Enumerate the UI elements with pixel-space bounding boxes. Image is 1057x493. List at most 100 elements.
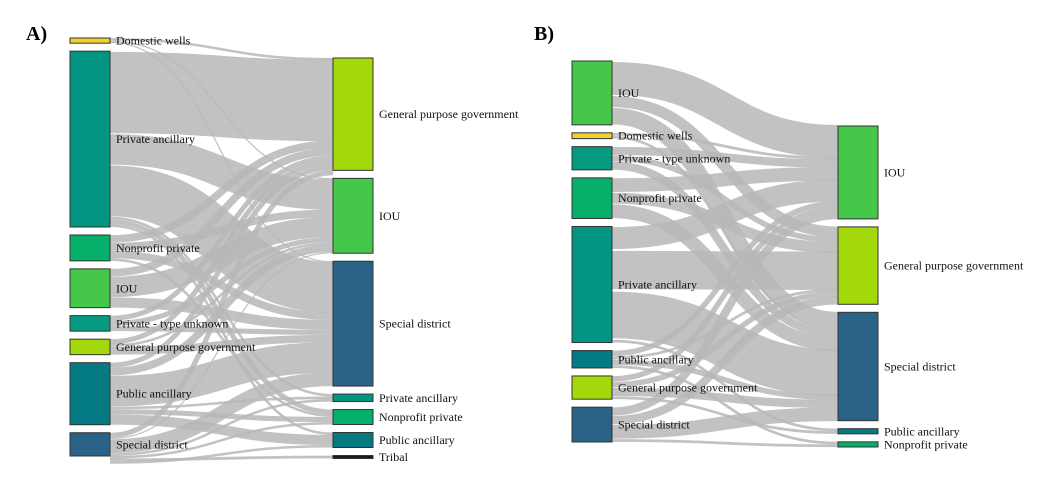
panel-a-link-private-ancillary-to-iou — [109, 134, 334, 210]
panel-a-link-public-ancillary-to-general-purpose-government — [109, 165, 334, 368]
panel-a-link-private-type-unknown-to-iou — [109, 236, 334, 326]
panel-a-link-iou-to-general-purpose-government — [109, 147, 334, 277]
panel-a: A) Domestic wells Private ancillary Nonpro… — [26, 23, 519, 464]
panel-b-link-public-ancillary-to-general-purpose-government — [611, 288, 839, 360]
panel-b-link-private-ancillary-to-iou — [611, 179, 839, 250]
panel-a-link-public-ancillary-to-special-district — [109, 342, 334, 407]
panel-a-link-general-purpose-government-to-general-purpose-government — [109, 160, 334, 345]
panel-b-link-private-ancillary-to-special-district — [611, 291, 839, 397]
panel-a-source-node-public-ancillary — [69, 362, 111, 426]
panel-a-link-private-ancillary-to-general-purpose-government — [109, 51, 334, 142]
panel-b-source-label-iou: IOU — [618, 86, 640, 100]
panel-b-source-label-private-type-unknown: Private - type unknown — [618, 151, 730, 165]
panel-b-link-domestic-wells-to-iou — [611, 132, 839, 160]
panel-b-target-node-nonprofit-private — [837, 441, 879, 448]
panel-b-source-node-public-ancillary — [571, 350, 613, 369]
panel-b-link-special-district-to-iou — [611, 210, 839, 416]
panel-b-link-private-type-unknown-to-iou — [611, 146, 839, 168]
panel-a-source-node-special-district — [69, 432, 111, 457]
panel-a-link-special-district-to-nonprofit-private — [109, 422, 334, 459]
panel-a-link-nonprofit-private-to-general-purpose-government — [109, 140, 334, 243]
panel-a-target-node-iou — [332, 177, 374, 254]
panel-a-link-public-ancillary-to-private-ancillary — [109, 396, 334, 410]
panel-a-source-node-nonprofit-private — [69, 234, 111, 262]
panel-a-target-node-tribal — [332, 455, 374, 459]
panel-b-target-node-public-ancillary — [837, 428, 879, 435]
panel-a-source-label-public-ancillary: Public ancillary — [116, 387, 192, 401]
panel-a-target-node-private-ancillary — [332, 393, 374, 403]
panel-a-target-label-tribal: Tribal — [379, 450, 409, 464]
panel-b-link-private-type-unknown-to-special-district — [611, 161, 839, 339]
panel-b-link-public-ancillary-to-iou — [611, 200, 839, 357]
panel-a-source-node-private-ancillary — [69, 50, 111, 228]
panel-b-link-general-purpose-government-to-general-purpose-government — [611, 291, 839, 388]
panel-a-link-general-purpose-government-to-iou — [109, 241, 334, 347]
panel-b-source-node-general-purpose-government — [571, 375, 613, 400]
panel-a-target-node-public-ancillary — [332, 432, 374, 448]
panel-a-source-label-private-ancillary: Private ancillary — [116, 132, 195, 146]
panel-b-target-label-special-district: Special district — [884, 359, 956, 373]
panel-b-target-node-general-purpose-government — [837, 226, 879, 305]
panel-a-link-special-district-to-special-district — [109, 372, 334, 454]
panel-b-source-node-iou — [571, 60, 613, 126]
panel-a-link-special-district-to-general-purpose-government — [109, 170, 334, 438]
panel-a-link-private-type-unknown-to-special-district — [109, 326, 334, 335]
panel-b-link-private-type-unknown-to-general-purpose-government — [611, 155, 839, 243]
panel-b-source-node-special-district — [571, 406, 613, 443]
panel-b-source-label-general-purpose-government: General purpose government — [618, 381, 758, 395]
panel-b-link-nonprofit-private-to-iou — [611, 166, 839, 192]
panel-b-link-iou-to-iou — [611, 61, 839, 158]
panel-a-links — [109, 38, 334, 464]
panel-b-link-public-ancillary-to-special-district — [611, 359, 839, 401]
panel-a-source-label-iou: IOU — [116, 281, 138, 295]
panel-a-link-public-ancillary-to-public-ancillary — [109, 414, 334, 446]
panel-a-source-label-special-district: Special district — [116, 437, 188, 451]
panel-a-source-label-general-purpose-government: General purpose government — [116, 340, 256, 354]
panel-a-target-node-general-purpose-government — [332, 57, 374, 171]
panel-b-source-label-public-ancillary: Public ancillary — [618, 352, 694, 366]
panel-a-target-label-iou: IOU — [379, 209, 401, 223]
panel-b-source-label-domestic-wells: Domestic wells — [618, 129, 693, 143]
panel-b-link-general-purpose-government-to-special-district — [611, 387, 839, 409]
panel-b-source-node-private-type-unknown — [571, 146, 613, 171]
panel-a-link-domestic-wells-to-general-purpose-government — [109, 38, 334, 61]
panel-a-link-special-district-to-public-ancillary — [109, 444, 334, 464]
panel-a-target-node-nonprofit-private — [332, 409, 374, 426]
panel-a-link-private-type-unknown-to-general-purpose-government — [109, 155, 334, 321]
panel-a-link-special-district-to-iou — [109, 251, 334, 440]
panel-a-source-label-nonprofit-private: Nonprofit private — [116, 241, 200, 255]
panel-b-source-node-domestic-wells — [571, 132, 613, 140]
panel-a-source-node-iou — [69, 268, 111, 309]
panel-b-link-private-ancillary-to-general-purpose-government — [611, 250, 839, 290]
panel-b-link-domestic-wells-to-special-district — [611, 135, 839, 331]
panel-a-source-node-domestic-wells — [69, 37, 111, 44]
panel-a-target-label-public-ancillary: Public ancillary — [379, 433, 455, 447]
panel-a-target-label-special-district: Special district — [379, 317, 451, 331]
panel-b-label: B) — [534, 23, 554, 45]
panel-a-link-nonprofit-private-to-iou — [109, 209, 334, 251]
panel-b-source-label-nonprofit-private: Nonprofit private — [618, 191, 702, 205]
panel-b-target-label-public-ancillary: Public ancillary — [884, 424, 960, 438]
panel-b-link-special-district-to-nonprofit-private — [611, 439, 839, 448]
panel-b-source-label-special-district: Special district — [618, 418, 690, 432]
panel-a-source-label-private-type-unknown: Private - type unknown — [116, 316, 228, 330]
panel-b: B) IOU Domestic wells Private - type unkno… — [534, 23, 1024, 451]
panel-b-link-special-district-to-general-purpose-government — [611, 296, 839, 425]
panel-a-link-nonprofit-private-to-special-district — [109, 250, 334, 320]
panel-a-source-label-domestic-wells: Domestic wells — [116, 34, 191, 48]
panel-a-target-label-private-ancillary: Private ancillary — [379, 391, 458, 405]
panel-a-link-special-district-to-tribal — [109, 455, 334, 462]
panel-b-link-general-purpose-government-to-iou — [611, 205, 839, 382]
panel-b-source-label-private-ancillary: Private ancillary — [618, 278, 697, 292]
panel-a-label: A) — [26, 23, 47, 45]
panel-b-target-node-special-district — [837, 311, 879, 422]
panel-b-nodes: IOU Domestic wells Private - type unknown N… — [571, 60, 1024, 451]
panel-b-source-node-nonprofit-private — [571, 177, 613, 219]
panel-b-link-special-district-to-special-district — [611, 407, 839, 439]
panel-a-target-node-special-district — [332, 260, 374, 387]
panel-a-target-label-general-purpose-government: General purpose government — [379, 107, 519, 121]
panel-b-links — [611, 61, 839, 448]
panel-b-target-node-iou — [837, 125, 879, 220]
panel-a-link-special-district-to-private-ancillary — [109, 399, 334, 456]
